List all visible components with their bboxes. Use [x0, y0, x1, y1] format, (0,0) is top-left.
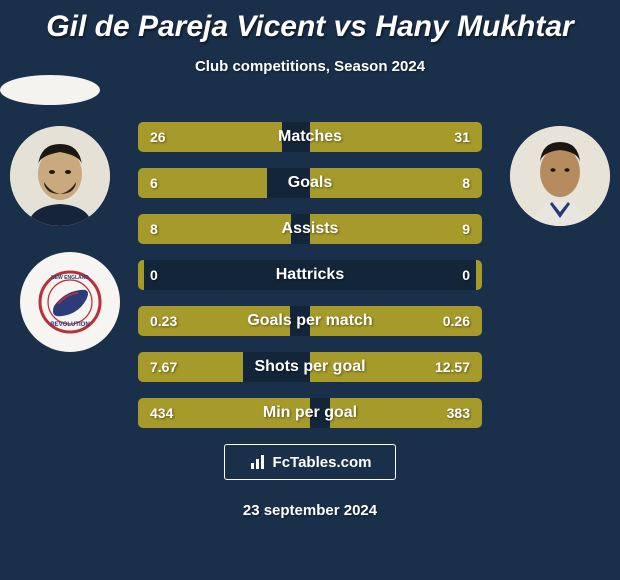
stat-row: Hattricks0 0 — [138, 260, 482, 290]
brand-text: FcTables.com — [273, 454, 372, 471]
stat-value-left: 7.67 — [150, 352, 177, 382]
stat-row: Matches26 31 — [138, 122, 482, 152]
stat-row: Goals6 8 — [138, 168, 482, 198]
stat-value-right: 12.57 — [435, 352, 470, 382]
stat-row: Goals per match0.23 0.26 — [138, 306, 482, 336]
stat-value-right: 0.26 — [443, 306, 470, 336]
footer-date: 23 september 2024 — [0, 502, 620, 519]
stat-value-left: 0.23 — [150, 306, 177, 336]
stat-value-left: 434 — [150, 398, 173, 428]
player-left-avatar-svg — [10, 126, 110, 226]
subtitle: Club competitions, Season 2024 — [0, 58, 620, 75]
stat-value-left: 26 — [150, 122, 166, 152]
player-left-avatar — [10, 126, 110, 226]
page-title: Gil de Pareja Vicent vs Hany Mukhtar — [0, 0, 620, 44]
brand-badge: FcTables.com — [224, 444, 396, 480]
comparison-card: Gil de Pareja Vicent vs Hany Mukhtar Clu… — [0, 0, 620, 580]
team-left-logo: REVOLUTION NEW ENGLAND — [20, 252, 120, 352]
stat-value-left: 6 — [150, 168, 158, 198]
stat-bars: Matches2631Goals68Assists89Hattricks00Go… — [138, 122, 482, 444]
stat-value-right: 9 — [462, 214, 470, 244]
stat-value-left: 0 — [150, 260, 158, 290]
stat-label: Assists — [138, 214, 482, 244]
player-right-avatar-svg — [510, 126, 610, 226]
stat-label: Min per goal — [138, 398, 482, 428]
stat-label: Matches — [138, 122, 482, 152]
stat-value-left: 8 — [150, 214, 158, 244]
svg-text:REVOLUTION: REVOLUTION — [50, 322, 89, 328]
stat-row: Shots per goal7.67 12.57 — [138, 352, 482, 382]
team-right-logo — [0, 75, 100, 105]
stat-value-right: 8 — [462, 168, 470, 198]
player-right-avatar — [510, 126, 610, 226]
stat-label: Goals per match — [138, 306, 482, 336]
brand-icon — [249, 453, 267, 471]
stat-label: Goals — [138, 168, 482, 198]
stat-row: Assists8 9 — [138, 214, 482, 244]
team-left-logo-svg: REVOLUTION NEW ENGLAND — [34, 266, 106, 338]
svg-text:NEW ENGLAND: NEW ENGLAND — [51, 275, 89, 281]
stat-row: Min per goal434 383 — [138, 398, 482, 428]
stat-label: Shots per goal — [138, 352, 482, 382]
stat-value-right: 31 — [454, 122, 470, 152]
stat-label: Hattricks — [138, 260, 482, 290]
stat-value-right: 0 — [462, 260, 470, 290]
stat-value-right: 383 — [447, 398, 470, 428]
